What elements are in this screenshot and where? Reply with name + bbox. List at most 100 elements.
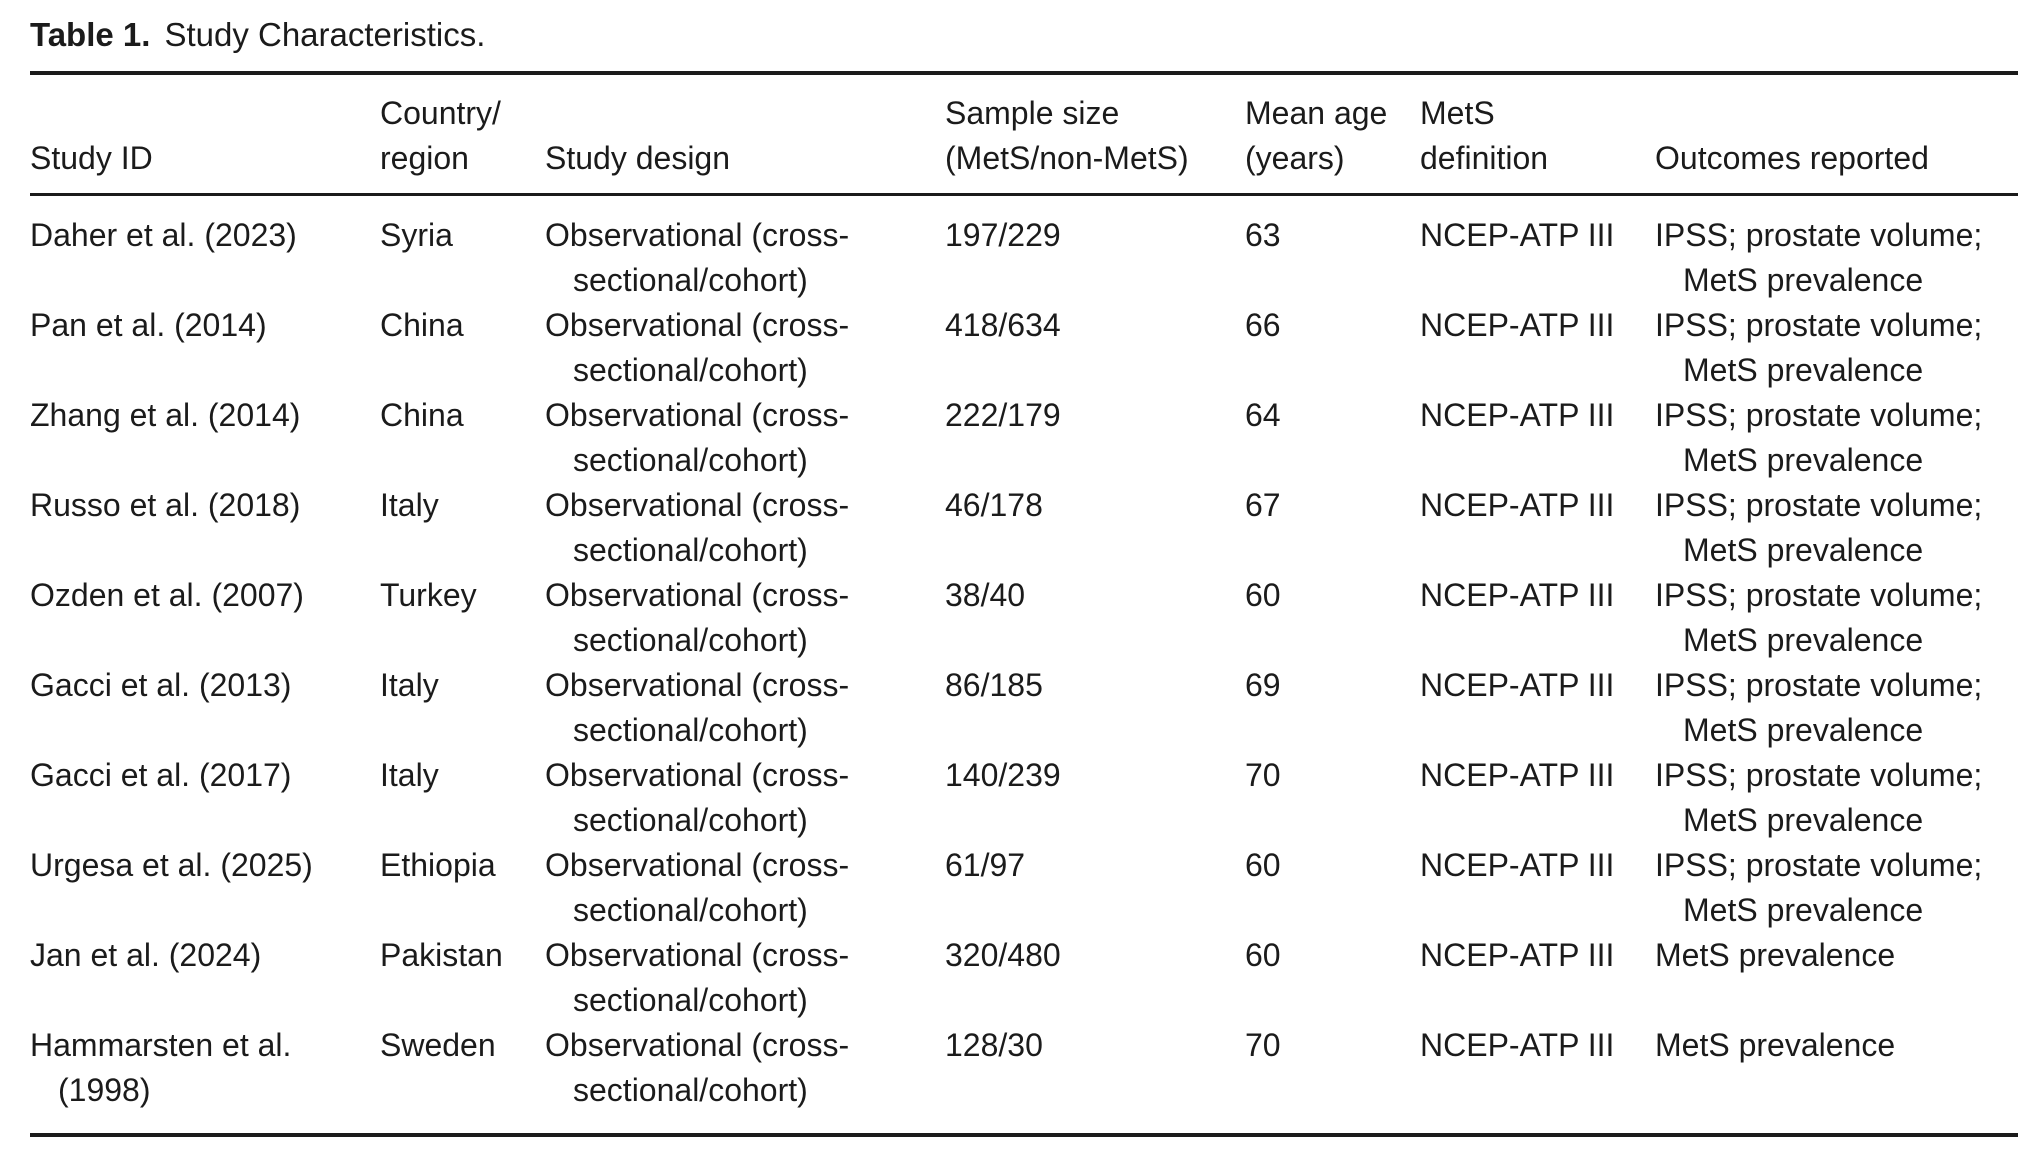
cell-age: 70	[1245, 1023, 1420, 1135]
col-header-mean-age: Mean age (years)	[1245, 73, 1420, 196]
table-number-label: Table 1.	[30, 16, 151, 53]
cell-mets-definition: NCEP-ATP III	[1420, 573, 1655, 663]
cell-age: 66	[1245, 303, 1420, 393]
table-body: Daher et al. (2023) Syria Observational (c…	[30, 195, 2018, 1136]
table-row: Ozden et al. (2007) Turkey Observational (…	[30, 573, 2018, 663]
table-row: Gacci et al. (2013) Italy Observational (c…	[30, 663, 2018, 753]
cell-text: 418/634	[945, 307, 1061, 343]
cell-text: Pan et al. (2014)	[30, 307, 267, 343]
cell-mets-definition: NCEP-ATP III	[1420, 483, 1655, 573]
cell-design: Observational (cross- sectional/cohort)	[545, 663, 945, 753]
cell-text: 60	[1245, 577, 1281, 613]
cell-sample: 128/30	[945, 1023, 1245, 1135]
cell-design: Observational (cross- sectional/cohort)	[545, 303, 945, 393]
cell-design: Observational (cross- sectional/cohort)	[545, 195, 945, 304]
cell-text: Ethiopia	[380, 847, 496, 883]
cell-text: NCEP-ATP III	[1420, 397, 1615, 433]
table-row: Hammarsten et al. (1998) Sweden Observatio…	[30, 1023, 2018, 1135]
cell-age: 60	[1245, 843, 1420, 933]
cell-text: 86/185	[945, 667, 1043, 703]
cell-country: Sweden	[380, 1023, 545, 1135]
table-row: Daher et al. (2023) Syria Observational (c…	[30, 195, 2018, 304]
cell-country: China	[380, 393, 545, 483]
cell-text: MetS prevalence	[1655, 1027, 1896, 1063]
cell-text: China	[380, 397, 464, 433]
cell-mets-definition: NCEP-ATP III	[1420, 303, 1655, 393]
cell-text: Urgesa et al. (2025)	[30, 847, 313, 883]
cell-text: 67	[1245, 487, 1281, 523]
cell-sample: 418/634	[945, 303, 1245, 393]
cell-sample: 222/179	[945, 393, 1245, 483]
cell-country: Italy	[380, 483, 545, 573]
cell-design: Observational (cross- sectional/cohort)	[545, 843, 945, 933]
cell-text: Observational (cross- sectional/cohort)	[545, 217, 850, 298]
cell-text: Observational (cross- sectional/cohort)	[545, 307, 850, 388]
cell-text: NCEP-ATP III	[1420, 937, 1615, 973]
study-characteristics-table: Study ID Country/ region Study design Sa…	[30, 71, 2018, 1137]
cell-design: Observational (cross- sectional/cohort)	[545, 573, 945, 663]
cell-text: NCEP-ATP III	[1420, 1027, 1615, 1063]
cell-text: NCEP-ATP III	[1420, 847, 1615, 883]
cell-text: Turkey	[380, 577, 477, 613]
cell-age: 60	[1245, 933, 1420, 1023]
cell-text: Italy	[380, 667, 439, 703]
cell-text: NCEP-ATP III	[1420, 577, 1615, 613]
cell-country: Syria	[380, 195, 545, 304]
cell-mets-definition: NCEP-ATP III	[1420, 195, 1655, 304]
cell-age: 69	[1245, 663, 1420, 753]
cell-text: Observational (cross- sectional/cohort)	[545, 577, 850, 658]
cell-text: Observational (cross- sectional/cohort)	[545, 487, 850, 568]
cell-age: 64	[1245, 393, 1420, 483]
table-caption: Study Characteristics.	[164, 16, 486, 53]
cell-mets-definition: NCEP-ATP III	[1420, 753, 1655, 843]
cell-country: Italy	[380, 753, 545, 843]
cell-text: 197/229	[945, 217, 1061, 253]
cell-age: 60	[1245, 573, 1420, 663]
col-header-text: Outcomes reported	[1655, 140, 1929, 176]
cell-design: Observational (cross- sectional/cohort)	[545, 1023, 945, 1135]
cell-text: IPSS; prostate volume; MetS prevalence	[1655, 487, 1983, 568]
cell-text: NCEP-ATP III	[1420, 217, 1615, 253]
cell-text: Zhang et al. (2014)	[30, 397, 301, 433]
cell-mets-definition: NCEP-ATP III	[1420, 663, 1655, 753]
cell-text: IPSS; prostate volume; MetS prevalence	[1655, 847, 1983, 928]
cell-text: 66	[1245, 307, 1281, 343]
cell-design: Observational (cross- sectional/cohort)	[545, 483, 945, 573]
table-header: Study ID Country/ region Study design Sa…	[30, 73, 2018, 196]
cell-design: Observational (cross- sectional/cohort)	[545, 933, 945, 1023]
col-header-mets-definition: MetS definition	[1420, 73, 1655, 196]
cell-text: MetS prevalence	[1655, 937, 1896, 973]
col-header-text: Sample size (MetS/non-MetS)	[945, 95, 1189, 176]
col-header-study-id: Study ID	[30, 73, 380, 196]
cell-outcomes: MetS prevalence	[1655, 933, 2018, 1023]
cell-text: Ozden et al. (2007)	[30, 577, 304, 613]
cell-mets-definition: NCEP-ATP III	[1420, 933, 1655, 1023]
cell-study-id: Zhang et al. (2014)	[30, 393, 380, 483]
cell-mets-definition: NCEP-ATP III	[1420, 1023, 1655, 1135]
cell-outcomes: IPSS; prostate volume; MetS prevalence	[1655, 483, 2018, 573]
cell-text: Italy	[380, 487, 439, 523]
table-row: Urgesa et al. (2025) Ethiopia Observationa…	[30, 843, 2018, 933]
cell-text: 222/179	[945, 397, 1061, 433]
cell-country: China	[380, 303, 545, 393]
cell-text: Observational (cross- sectional/cohort)	[545, 847, 850, 928]
cell-text: 46/178	[945, 487, 1043, 523]
cell-sample: 61/97	[945, 843, 1245, 933]
col-header-text: Mean age (years)	[1245, 95, 1388, 176]
col-header-text: Study design	[545, 140, 731, 176]
cell-outcomes: IPSS; prostate volume; MetS prevalence	[1655, 843, 2018, 933]
cell-sample: 86/185	[945, 663, 1245, 753]
cell-text: Italy	[380, 757, 439, 793]
cell-mets-definition: NCEP-ATP III	[1420, 393, 1655, 483]
cell-text: 60	[1245, 937, 1281, 973]
table-header-row: Study ID Country/ region Study design Sa…	[30, 73, 2018, 196]
cell-text: 64	[1245, 397, 1281, 433]
cell-text: 38/40	[945, 577, 1026, 613]
cell-text: IPSS; prostate volume; MetS prevalence	[1655, 757, 1983, 838]
cell-text: 140/239	[945, 757, 1061, 793]
cell-study-id: Gacci et al. (2013)	[30, 663, 380, 753]
cell-text: IPSS; prostate volume; MetS prevalence	[1655, 217, 1983, 298]
col-header-text: Study ID	[30, 140, 153, 176]
cell-text: NCEP-ATP III	[1420, 487, 1615, 523]
cell-text: IPSS; prostate volume; MetS prevalence	[1655, 667, 1983, 748]
